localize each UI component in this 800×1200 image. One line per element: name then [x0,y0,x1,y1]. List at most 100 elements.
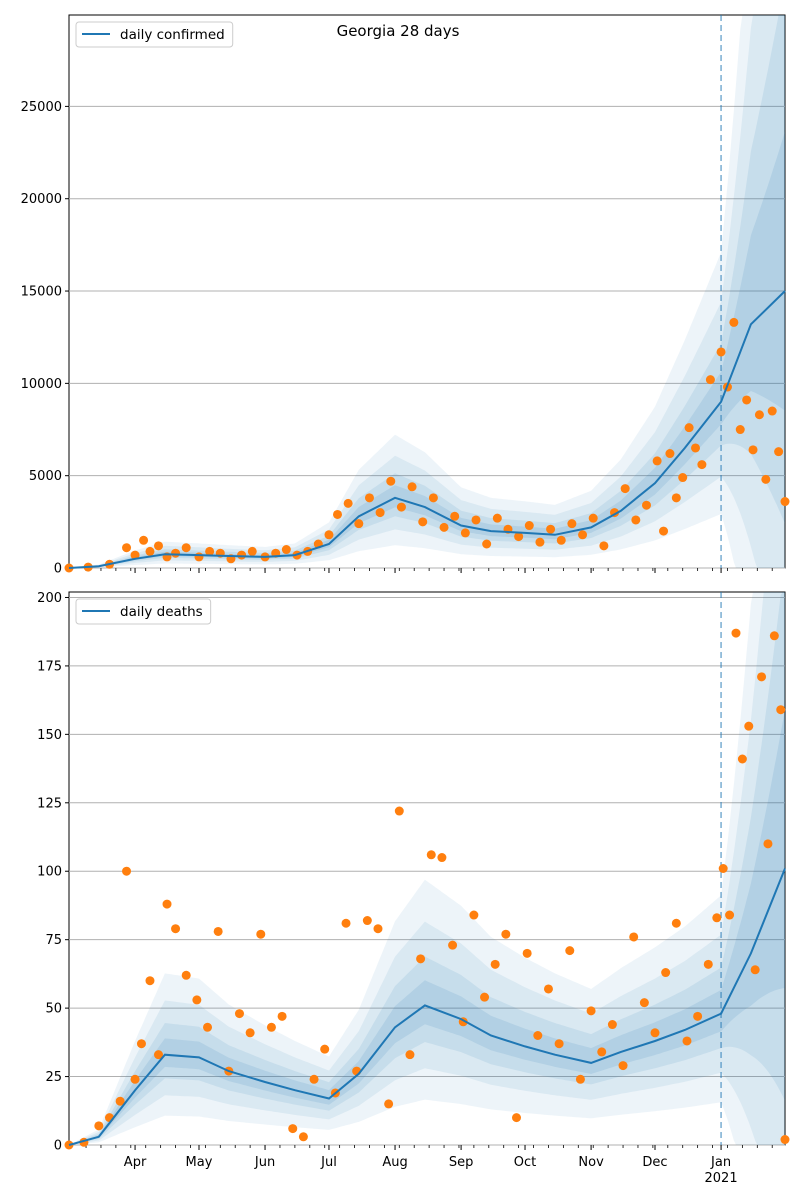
deaths-band-1 [69,592,785,1145]
deaths-observed-point [769,631,779,641]
deaths-y-tick-label: 150 [37,728,62,743]
confirmed-observed-point [386,476,396,486]
confirmed-observed-point [333,509,342,519]
deaths-observed-point [650,1028,660,1038]
deaths-observed-point [725,910,735,920]
deaths-observed-point [490,959,500,969]
deaths-observed-point [703,959,713,969]
deaths-observed-point [597,1047,607,1057]
deaths-observed-point [181,970,191,980]
deaths-y-tick-label: 0 [54,1139,62,1154]
confirmed-legend: daily confirmed [75,21,234,48]
confirmed-uncertainty-bands [69,15,785,568]
confirmed-observed-point [364,493,374,503]
deaths-observed-point [737,754,747,764]
deaths-observed-point [757,672,767,682]
deaths-observed-point [629,932,639,942]
confirmed-observed-point [471,515,481,525]
confirmed-band-1 [69,15,785,568]
confirmed-observed-point [735,425,745,435]
deaths-observed-point [162,899,172,909]
confirmed-observed-point [599,541,609,551]
deaths-observed-point [203,1022,213,1032]
deaths-x-tick-label: Jun [254,1155,275,1170]
confirmed-observed-point [716,347,726,357]
confirmed-y-tick-label: 15000 [21,285,62,300]
confirmed-observed-point [145,546,155,556]
deaths-band-2 [69,592,785,1145]
confirmed-observed-point [729,317,739,327]
deaths-observed-point [115,1096,125,1106]
deaths-series-lines [68,868,786,1146]
confirmed-observed-point [546,524,556,534]
deaths-x-tick-label: May [186,1155,213,1170]
confirmed-series-line [68,290,786,569]
deaths-legend-label: daily deaths [120,604,203,620]
confirmed-observed-point [705,375,715,385]
deaths-x-tick-label: Dec [642,1155,667,1170]
deaths-panel: 0 25 50 75 100 125 150 175 200 Apr May Jun Jul Aug Se… [37,591,790,1186]
confirmed-observed-point [631,515,641,525]
confirmed-observed-point [588,513,598,523]
deaths-observed-point [256,929,266,939]
deaths-observed-point [554,1039,564,1049]
confirmed-observed-point [671,493,681,503]
deaths-y-tick-label: 100 [37,865,62,880]
confirmed-observed-point [122,543,132,553]
confirmed-observed-point [774,447,784,457]
confirmed-x-axis [70,568,773,573]
deaths-observed-point [586,1006,596,1016]
deaths-band-3 [69,592,785,1145]
deaths-observed-point [298,1132,308,1142]
deaths-observed-point [731,628,741,638]
deaths-observed-point [234,1009,244,1019]
confirmed-observed-point [247,546,257,556]
confirmed-observed-point [780,497,790,507]
confirmed-y-tick-label: 0 [54,562,62,577]
deaths-observed-point [639,998,649,1008]
deaths-y-tick-label: 50 [45,1002,62,1017]
deaths-observed-point [565,946,575,956]
deaths-observed-point [245,1028,255,1038]
deaths-uncertainty-bands [69,592,785,1145]
deaths-observed-point [309,1074,319,1084]
confirmed-observed-point [450,511,460,521]
confirmed-observed-point [181,543,191,553]
deaths-series-line [68,868,786,1146]
deaths-observed-point [341,918,351,928]
deaths-observed-point [426,850,436,860]
confirmed-observed-point [375,508,385,518]
confirmed-observed-point [281,545,291,555]
confirmed-observed-point [697,460,707,470]
deaths-x-tick-label: Aug [382,1155,407,1170]
deaths-observed-point [213,926,223,936]
confirmed-observed-point [428,493,438,503]
deaths-observed-point [277,1011,287,1021]
confirmed-legend-box [75,21,234,48]
confirmed-observed-point [343,498,353,508]
confirmed-observed-point [748,445,758,455]
deaths-x-year-label: 2021 [705,1171,738,1186]
deaths-y-tick-label: 175 [37,659,62,674]
confirmed-observed-point [324,530,334,540]
deaths-x-tick-label: Oct [514,1155,536,1170]
confirmed-observed-point [407,482,417,492]
deaths-observed-point [320,1044,330,1054]
confirmed-observed-point [678,473,688,483]
deaths-observed-point [744,721,754,731]
confirmed-legend-label: daily confirmed [120,27,225,43]
deaths-observed-point [171,924,181,934]
deaths-observed-point [763,839,773,849]
deaths-observed-point [122,866,132,876]
deaths-observed-point [712,913,722,923]
confirmed-observed-point [205,546,215,556]
deaths-observed-point [480,992,490,1002]
deaths-observed-point [437,853,447,863]
confirmed-y-tick-label: 5000 [29,469,62,484]
deaths-x-tick-label: Jul [320,1155,337,1170]
deaths-observed-point [718,864,728,873]
deaths-observed-point [469,910,479,920]
deaths-legend-box [75,598,212,625]
deaths-observed-point [416,954,426,964]
